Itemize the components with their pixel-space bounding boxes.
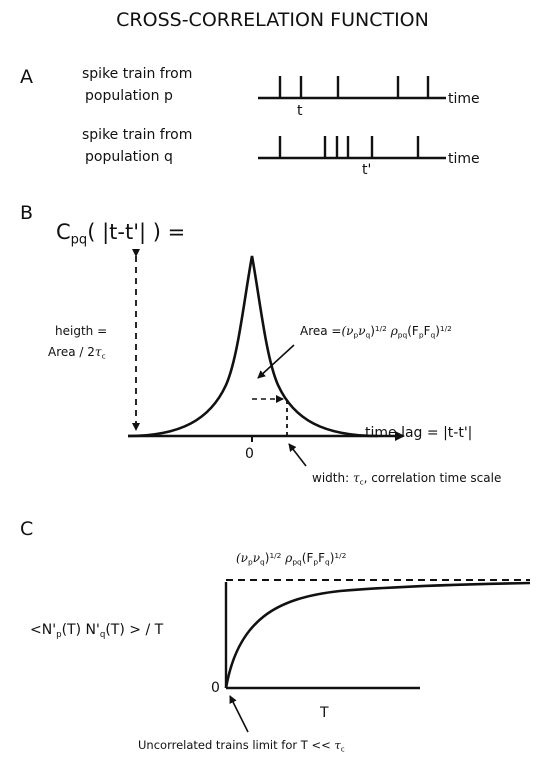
panel-c-label: C (20, 518, 34, 540)
asymptote-formula: (νpνq)1/2 ρpq(FpFq)1/2 (236, 550, 347, 567)
mark-tprime: t' (362, 162, 372, 178)
panel-b-label: B (20, 202, 34, 224)
panel-c-y-label: <N'p(T) N'q(T) > / T (30, 622, 164, 641)
width-label: width: τc, correlation time scale (312, 471, 502, 487)
saturation-curve (224, 581, 531, 689)
correlation-curve (127, 255, 379, 438)
width-pointer-arrow (288, 443, 307, 467)
train-p-label-line1: spike train from (82, 66, 193, 82)
height-label-line2: Area / 2τc (48, 345, 106, 361)
panel-a-label: A (20, 66, 33, 88)
area-pointer-arrow (257, 344, 295, 379)
time-label-p: time (448, 91, 480, 107)
spike-train-p (258, 76, 446, 100)
area-formula: Area =(νpνq)1/2 ρpq(FpFq)1/2 (300, 323, 452, 340)
panel-b-x-label: time lag = |t-t'| (365, 425, 473, 441)
train-p-label-line2: population p (85, 88, 173, 104)
ylabel-cpq: Cpq( |t-t'| ) = (56, 220, 186, 248)
limit-pointer-arrow (229, 695, 249, 733)
panel-c-x-label: T (320, 705, 329, 721)
uncorrelated-limit-note: Uncorrelated trains limit for T << τc (138, 738, 345, 754)
panel-c-origin: 0 (211, 680, 220, 696)
panel-b-zero-label: 0 (245, 446, 254, 462)
train-q-label-line1: spike train from (82, 127, 193, 143)
mark-t: t (297, 103, 303, 119)
figure-title: CROSS-CORRELATION FUNCTION (116, 9, 429, 31)
time-label-q: time (448, 151, 480, 167)
height-label-line1: heigth = (55, 324, 108, 338)
train-q-label-line2: population q (85, 149, 173, 165)
spike-train-q (258, 136, 446, 160)
